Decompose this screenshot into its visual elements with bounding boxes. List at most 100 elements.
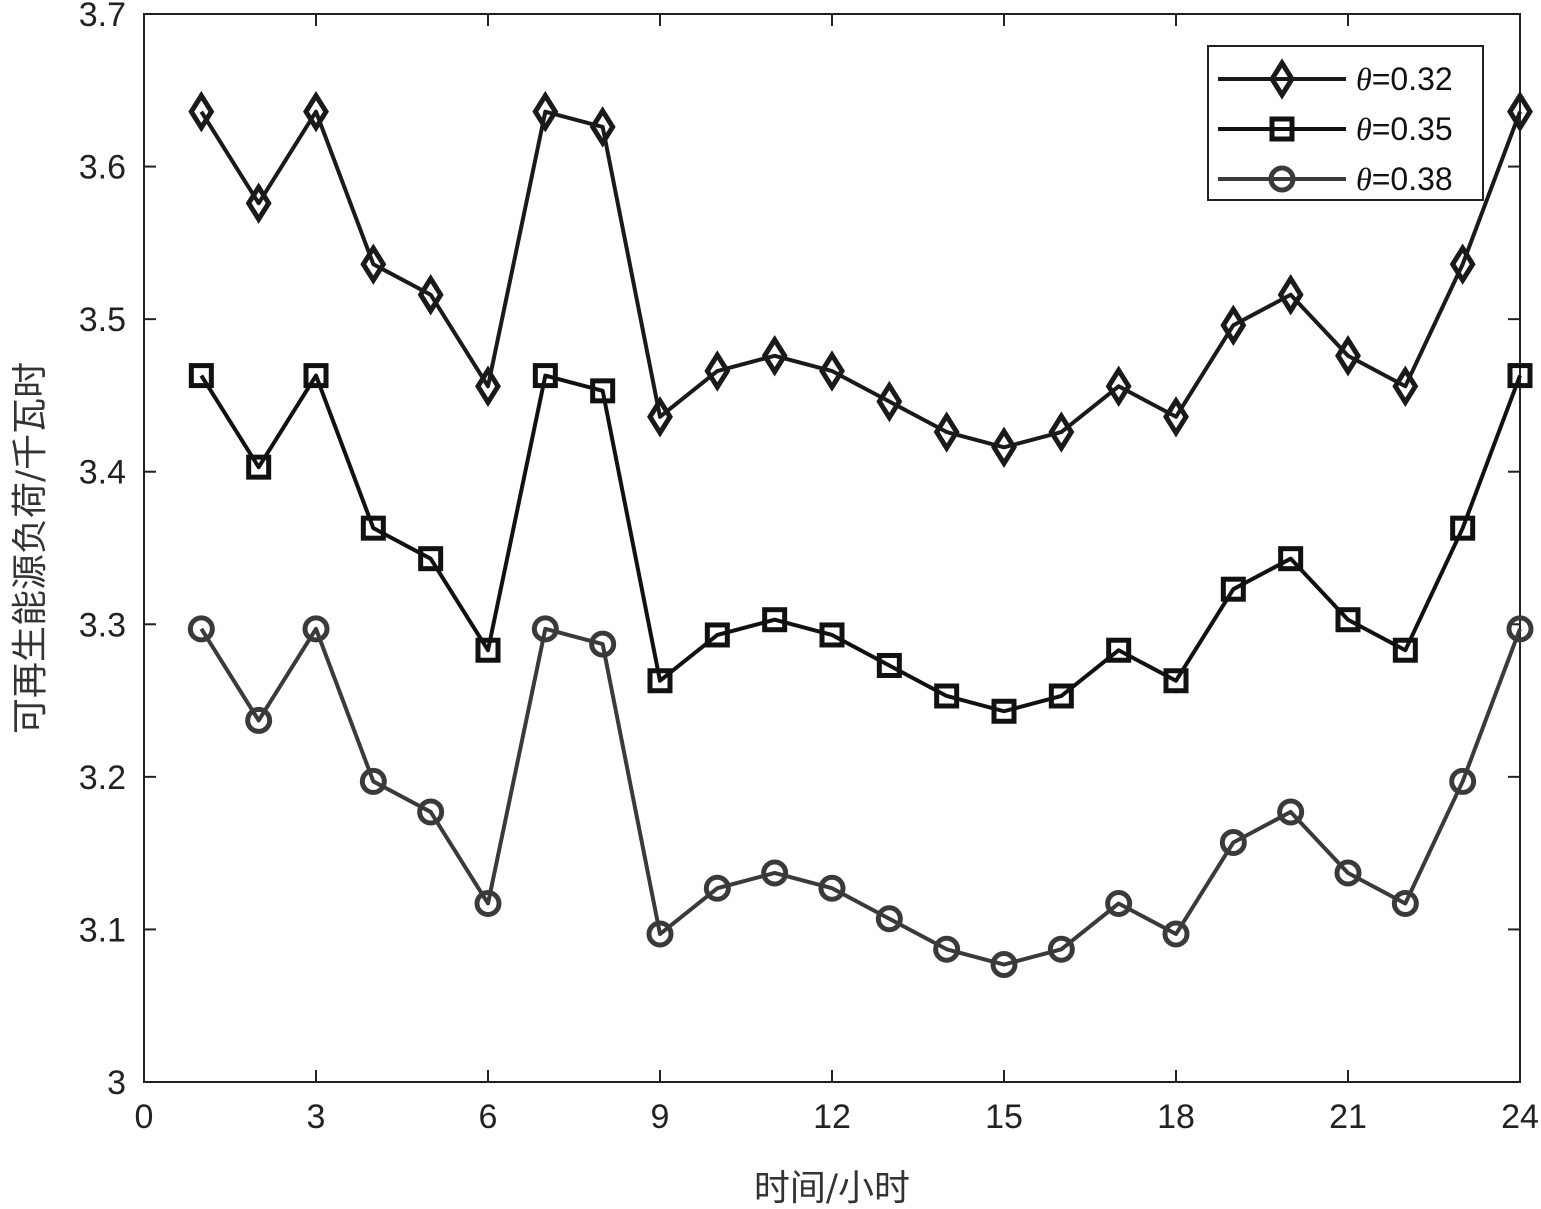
data-point-circle <box>875 905 903 933</box>
data-point-circle <box>1219 828 1247 856</box>
data-point-square <box>590 378 616 404</box>
data-point-square <box>819 622 845 648</box>
data-point-circle <box>1334 859 1362 887</box>
y-tick-label: 3.1 <box>79 911 126 949</box>
data-point-circle <box>990 951 1018 979</box>
x-tick-labels: 0 3 6 9 12 15 18 21 24 <box>135 1098 1539 1136</box>
data-point-square <box>1335 607 1361 633</box>
data-point-diamond <box>589 106 616 148</box>
data-point-diamond <box>1048 411 1075 453</box>
data-point-circle <box>474 889 502 917</box>
data-point-circle <box>1162 920 1190 948</box>
data-point-square <box>360 515 386 541</box>
y-tick-label: 3.7 <box>79 0 126 34</box>
legend-label: θ=0.35 <box>1356 111 1453 147</box>
data-point-diamond <box>1507 90 1533 133</box>
data-point-circle <box>1506 615 1534 643</box>
data-point-square <box>647 668 673 694</box>
data-point-diamond <box>1277 274 1304 316</box>
data-point-square <box>475 637 501 663</box>
data-point-circle <box>646 920 674 948</box>
y-tick-label: 3.4 <box>79 454 126 492</box>
data-point-square <box>991 698 1017 724</box>
data-point-diamond <box>1220 304 1247 346</box>
data-point-diamond <box>704 350 731 392</box>
y-tick-label: 3 <box>107 1064 126 1102</box>
series-diamond <box>188 90 1533 469</box>
data-point-circle <box>531 615 559 643</box>
x-tick-label: 0 <box>135 1098 154 1136</box>
series-circle <box>187 615 1534 979</box>
data-point-diamond <box>876 380 903 423</box>
legend-label: θ=0.38 <box>1356 161 1453 197</box>
legend-symbol: θ <box>1356 111 1372 147</box>
y-axis-title: 可再生能源负荷/千瓦时 <box>10 362 51 734</box>
x-tick-label: 12 <box>813 1098 851 1136</box>
data-point-circle <box>1277 798 1305 826</box>
data-point-square <box>1163 668 1189 694</box>
data-point-square <box>934 683 960 709</box>
data-point-diamond <box>991 426 1017 469</box>
legend-symbol: θ <box>1356 161 1372 197</box>
data-point-diamond <box>245 182 272 224</box>
x-tick-label: 3 <box>307 1098 326 1136</box>
legend-symbol: θ <box>1356 61 1372 97</box>
x-tick-label: 6 <box>479 1098 498 1136</box>
legend-marker-square <box>1269 116 1295 142</box>
data-point-square <box>762 607 788 633</box>
data-point-diamond <box>360 243 387 285</box>
legend: θ=0.32θ=0.35θ=0.38 <box>1207 45 1484 201</box>
data-point-circle <box>1047 935 1075 963</box>
data-point-square <box>704 622 730 648</box>
data-point-square <box>1450 515 1476 541</box>
data-point-square <box>1278 546 1304 572</box>
data-point-square <box>418 546 444 572</box>
data-point-square <box>303 363 329 389</box>
data-point-square <box>532 363 558 389</box>
data-point-diamond <box>819 350 845 392</box>
data-point-diamond <box>475 365 501 407</box>
data-point-diamond <box>761 335 788 377</box>
data-point-circle <box>245 706 273 734</box>
legend-value: =0.32 <box>1372 61 1453 97</box>
data-point-circle <box>359 767 387 795</box>
data-point-diamond <box>933 411 960 453</box>
data-point-circle <box>187 615 215 643</box>
data-point-diamond <box>1392 365 1419 407</box>
data-point-square <box>1220 576 1246 602</box>
legend-marker-circle <box>1268 165 1296 193</box>
legend-value: =0.35 <box>1372 111 1453 147</box>
data-point-square <box>876 652 902 678</box>
data-point-circle <box>589 630 617 658</box>
data-point-circle <box>1105 889 1133 917</box>
data-point-diamond <box>532 90 559 133</box>
data-point-diamond <box>1449 243 1476 285</box>
y-tick-label: 3.5 <box>79 301 126 339</box>
data-point-square <box>1106 637 1132 663</box>
data-point-diamond <box>1163 396 1189 438</box>
legend-marker-diamond <box>1269 58 1295 100</box>
y-tick-label: 3.2 <box>79 759 126 797</box>
data-point-circle <box>302 615 330 643</box>
data-point-square <box>1048 683 1074 709</box>
series-group <box>187 90 1534 979</box>
data-point-circle <box>703 874 731 902</box>
data-point-square <box>188 363 214 389</box>
x-tick-label: 21 <box>1329 1098 1367 1136</box>
x-tick-label: 9 <box>651 1098 670 1136</box>
data-point-circle <box>933 935 961 963</box>
data-point-square <box>246 454 272 480</box>
data-point-diamond <box>303 90 329 133</box>
legend-box <box>1207 45 1484 201</box>
data-point-circle <box>761 859 789 887</box>
data-point-square <box>1392 637 1418 663</box>
data-point-diamond <box>417 274 444 316</box>
x-tick-label: 24 <box>1501 1098 1539 1136</box>
data-point-diamond <box>188 90 215 133</box>
x-axis-title: 时间/小时 <box>754 1168 910 1209</box>
data-point-diamond <box>647 396 673 438</box>
data-point-circle <box>417 798 445 826</box>
data-point-square <box>1507 363 1533 389</box>
data-point-circle <box>1449 767 1477 795</box>
